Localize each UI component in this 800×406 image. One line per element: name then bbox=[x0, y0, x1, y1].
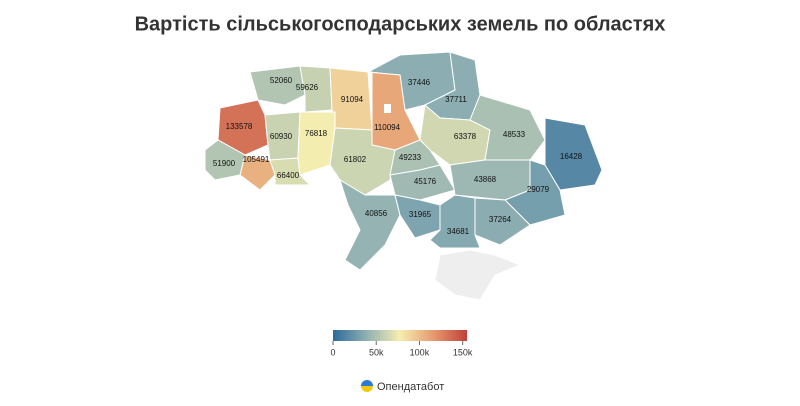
region-value-label: 16428 bbox=[560, 152, 583, 161]
region bbox=[429, 194, 481, 249]
region-value-label: 66400 bbox=[277, 171, 300, 180]
region-value-label: 133578 bbox=[226, 122, 253, 131]
region-value-label: 43868 bbox=[474, 175, 497, 184]
region-value-label: 51900 bbox=[213, 159, 236, 168]
region-value-label: 76818 bbox=[305, 129, 328, 138]
region-value-label: 61802 bbox=[344, 155, 367, 164]
logo-top bbox=[361, 380, 373, 386]
colorbar-tick-label: 100k bbox=[410, 347, 430, 357]
region-value-label: 91094 bbox=[341, 95, 364, 104]
region bbox=[297, 111, 336, 176]
region-value-label: 105491 bbox=[243, 155, 270, 164]
region-value-label: 37446 bbox=[408, 78, 431, 87]
region bbox=[249, 65, 306, 106]
colorbar-tick-label: 150k bbox=[453, 347, 473, 357]
region-value-label: 59626 bbox=[296, 83, 319, 92]
region-value-label: 60930 bbox=[270, 132, 293, 141]
region-value-label: 45176 bbox=[414, 177, 437, 186]
colorbar-tick-label: 50k bbox=[369, 347, 384, 357]
region bbox=[299, 65, 333, 113]
region bbox=[269, 157, 312, 186]
region-value-label: 48533 bbox=[503, 130, 526, 139]
legend: 0 50k 100k 150k bbox=[330, 341, 473, 357]
capital-city bbox=[384, 104, 391, 113]
region-value-label: 63378 bbox=[454, 132, 477, 141]
region-value-label: 49233 bbox=[399, 153, 422, 162]
region bbox=[329, 127, 396, 196]
region-value-label: 110094 bbox=[374, 123, 401, 132]
crimea bbox=[434, 249, 522, 301]
region-value-label: 37711 bbox=[445, 95, 467, 104]
region-value-label: 37264 bbox=[489, 215, 512, 224]
chart-title: Вартість сільськогосподарських земель по… bbox=[135, 13, 666, 35]
region-value-label: 34681 bbox=[447, 227, 470, 236]
colorbar bbox=[333, 330, 467, 341]
region bbox=[339, 178, 401, 271]
region-value-label: 31965 bbox=[409, 210, 432, 219]
region-value-label: 40856 bbox=[365, 209, 388, 218]
colorbar-tick-label: 0 bbox=[330, 347, 335, 357]
region bbox=[204, 139, 246, 181]
region-value-label: 29079 bbox=[527, 185, 550, 194]
region-value-label: 52060 bbox=[270, 76, 293, 85]
region bbox=[544, 117, 603, 191]
footer-brand: Опендатабот bbox=[377, 381, 444, 393]
